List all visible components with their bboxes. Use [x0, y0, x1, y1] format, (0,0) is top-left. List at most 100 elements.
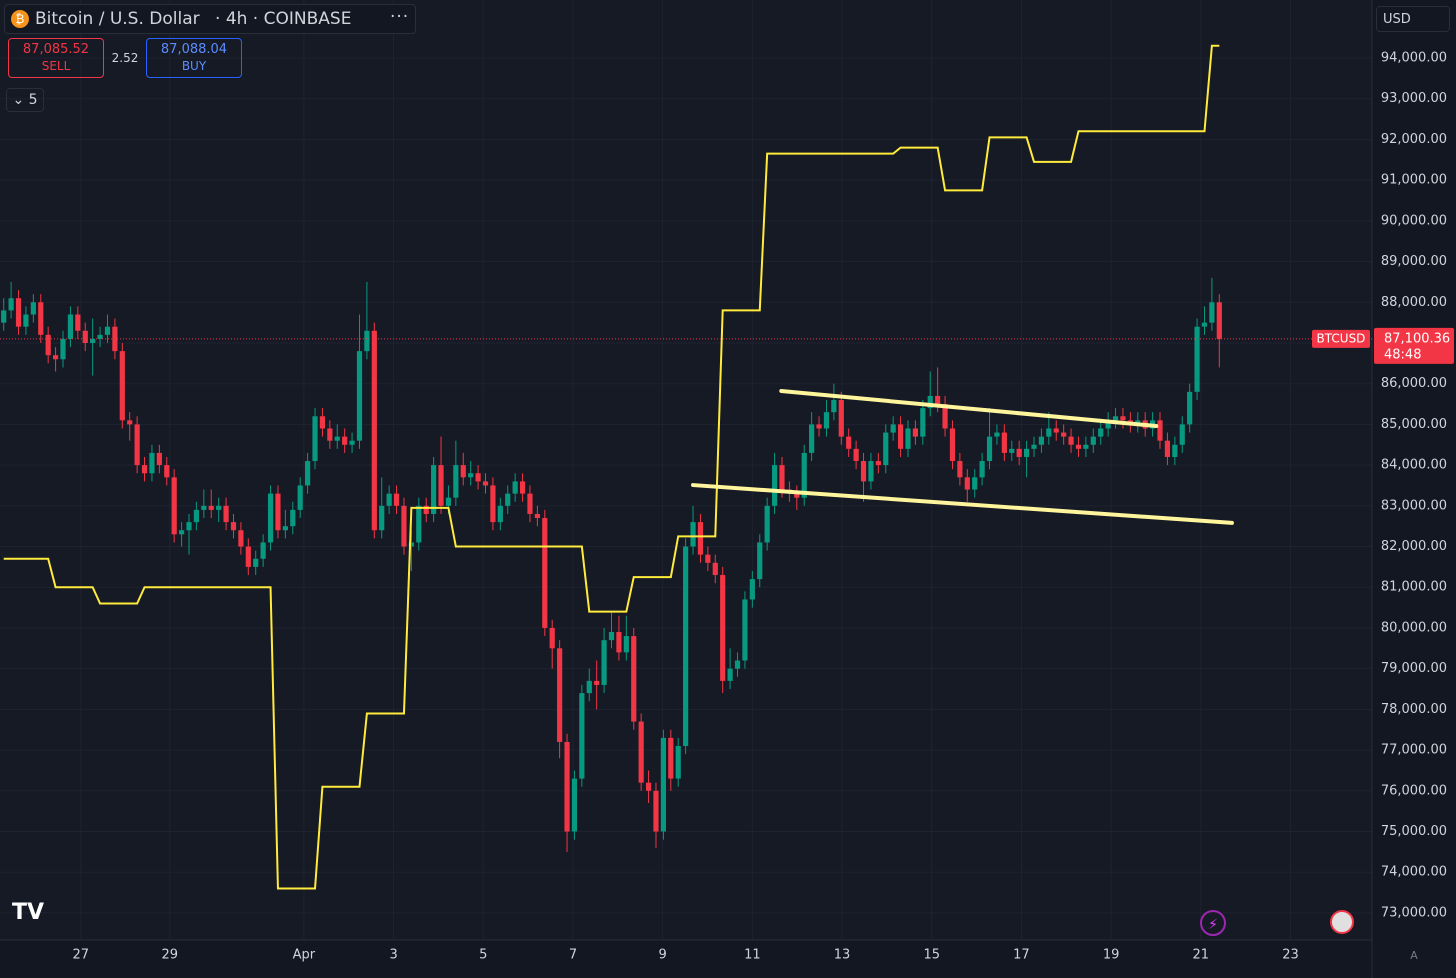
- candle-body: [453, 465, 459, 498]
- candle-body: [1023, 448, 1030, 457]
- candle-body: [30, 302, 36, 315]
- currency-select[interactable]: USD: [1376, 6, 1450, 32]
- candle-body: [668, 737, 674, 779]
- y-tick-label: 81,000.00: [1381, 580, 1447, 595]
- candle-body: [275, 493, 281, 531]
- y-tick-label: 93,000.00: [1381, 91, 1447, 106]
- alert-icon[interactable]: ⚡: [1200, 910, 1226, 936]
- trend-line: [691, 483, 1234, 525]
- buy-price: 87,088.04: [160, 42, 228, 57]
- candle-body: [860, 461, 867, 482]
- candle-body: [564, 741, 570, 832]
- candle-body: [1098, 428, 1104, 437]
- candle-body: [742, 599, 748, 661]
- candle-body: [490, 485, 496, 523]
- sell-price: 87,085.52: [22, 42, 90, 57]
- x-tick-label: 11: [744, 948, 761, 963]
- y-tick-label: 73,000.00: [1381, 905, 1447, 920]
- candle-body: [327, 428, 333, 441]
- buy-label: BUY: [181, 59, 207, 73]
- candle-body: [305, 461, 311, 486]
- countdown: 48:48: [1384, 347, 1421, 362]
- candle-body: [549, 627, 555, 649]
- y-tick-label: 88,000.00: [1381, 295, 1447, 310]
- candle-body: [371, 330, 377, 531]
- interval-text: 4h: [225, 9, 248, 29]
- candle-body: [408, 542, 414, 547]
- candle-body: [675, 746, 681, 779]
- candle-body: [90, 338, 96, 343]
- indicator-line: [3, 44, 1220, 890]
- y-tick-label: 79,000.00: [1381, 661, 1447, 676]
- candle-body: [141, 465, 148, 474]
- interval[interactable]: · 4h · COINBASE: [215, 9, 352, 29]
- spread: 2.52: [111, 51, 139, 65]
- y-tick-label: 89,000.00: [1381, 254, 1447, 269]
- candle-body: [890, 424, 896, 433]
- candle-body: [920, 408, 926, 437]
- indicators-toggle[interactable]: ⌄ 5: [6, 88, 44, 112]
- candle-body: [468, 473, 474, 478]
- candle-body: [690, 522, 696, 547]
- candle-body: [208, 505, 214, 510]
- candle-body: [1, 310, 7, 323]
- more-menu[interactable]: ···: [390, 7, 410, 27]
- candle-body: [431, 465, 437, 514]
- symbol-tag: BTCUSD: [1317, 331, 1366, 345]
- y-tick-label: 76,000.00: [1381, 783, 1447, 798]
- candle-body: [230, 522, 237, 531]
- candle-body: [1083, 444, 1089, 449]
- candle-body: [771, 465, 778, 506]
- buy-button[interactable]: 87,088.04 BUY: [146, 38, 242, 78]
- exchange: COINBASE: [263, 9, 352, 29]
- candle-body: [705, 554, 711, 563]
- candle-body: [972, 477, 978, 490]
- candle-body: [223, 505, 229, 523]
- candle-body: [631, 636, 637, 722]
- candle-body: [45, 334, 51, 356]
- candle-body: [734, 660, 741, 669]
- y-tick-label: 85,000.00: [1381, 417, 1447, 432]
- candle-body: [638, 721, 644, 783]
- candle-body: [1164, 440, 1171, 457]
- candle-body: [297, 485, 303, 510]
- candle-body: [164, 465, 170, 478]
- candle-body: [364, 330, 370, 352]
- auto-scale[interactable]: A: [1410, 949, 1418, 962]
- candle-body: [97, 334, 103, 339]
- candle-body: [831, 399, 837, 413]
- sell-button[interactable]: 87,085.52 SELL: [8, 38, 104, 78]
- candle-body: [823, 412, 830, 429]
- candle-body: [1194, 326, 1200, 392]
- candle-body: [393, 493, 400, 506]
- candle-body: [720, 575, 726, 681]
- candle-body: [534, 513, 540, 519]
- y-tick-label: 91,000.00: [1381, 173, 1447, 188]
- candle-body: [334, 436, 340, 441]
- candle-body: [1105, 420, 1111, 429]
- y-tick-label: 78,000.00: [1381, 702, 1447, 717]
- candle-body: [1046, 428, 1052, 437]
- candle-body: [809, 424, 815, 453]
- candle-body: [423, 505, 429, 514]
- candle-body: [201, 505, 207, 510]
- candle-body: [846, 436, 852, 449]
- trend-line: [779, 389, 1159, 429]
- candle-body: [312, 416, 318, 462]
- candle-body: [949, 428, 956, 462]
- candle-body: [186, 522, 192, 531]
- candle-body: [994, 432, 1000, 437]
- candle-body: [67, 314, 74, 339]
- x-tick-label: 9: [659, 948, 667, 963]
- symbol-bar[interactable]: ₿ Bitcoin / U.S. Dollar · 4h · COINBASE …: [4, 4, 416, 34]
- candle-body: [238, 530, 244, 547]
- candle-body: [1075, 444, 1082, 449]
- candle-body: [1112, 416, 1119, 421]
- symbol-tag-bg: [1312, 329, 1370, 348]
- candle-body: [1172, 444, 1178, 457]
- candle-body: [586, 680, 592, 694]
- flag-icon[interactable]: [1330, 910, 1354, 934]
- candle-body: [349, 440, 355, 445]
- candle-body: [935, 395, 941, 405]
- y-tick-label: 92,000.00: [1381, 132, 1447, 147]
